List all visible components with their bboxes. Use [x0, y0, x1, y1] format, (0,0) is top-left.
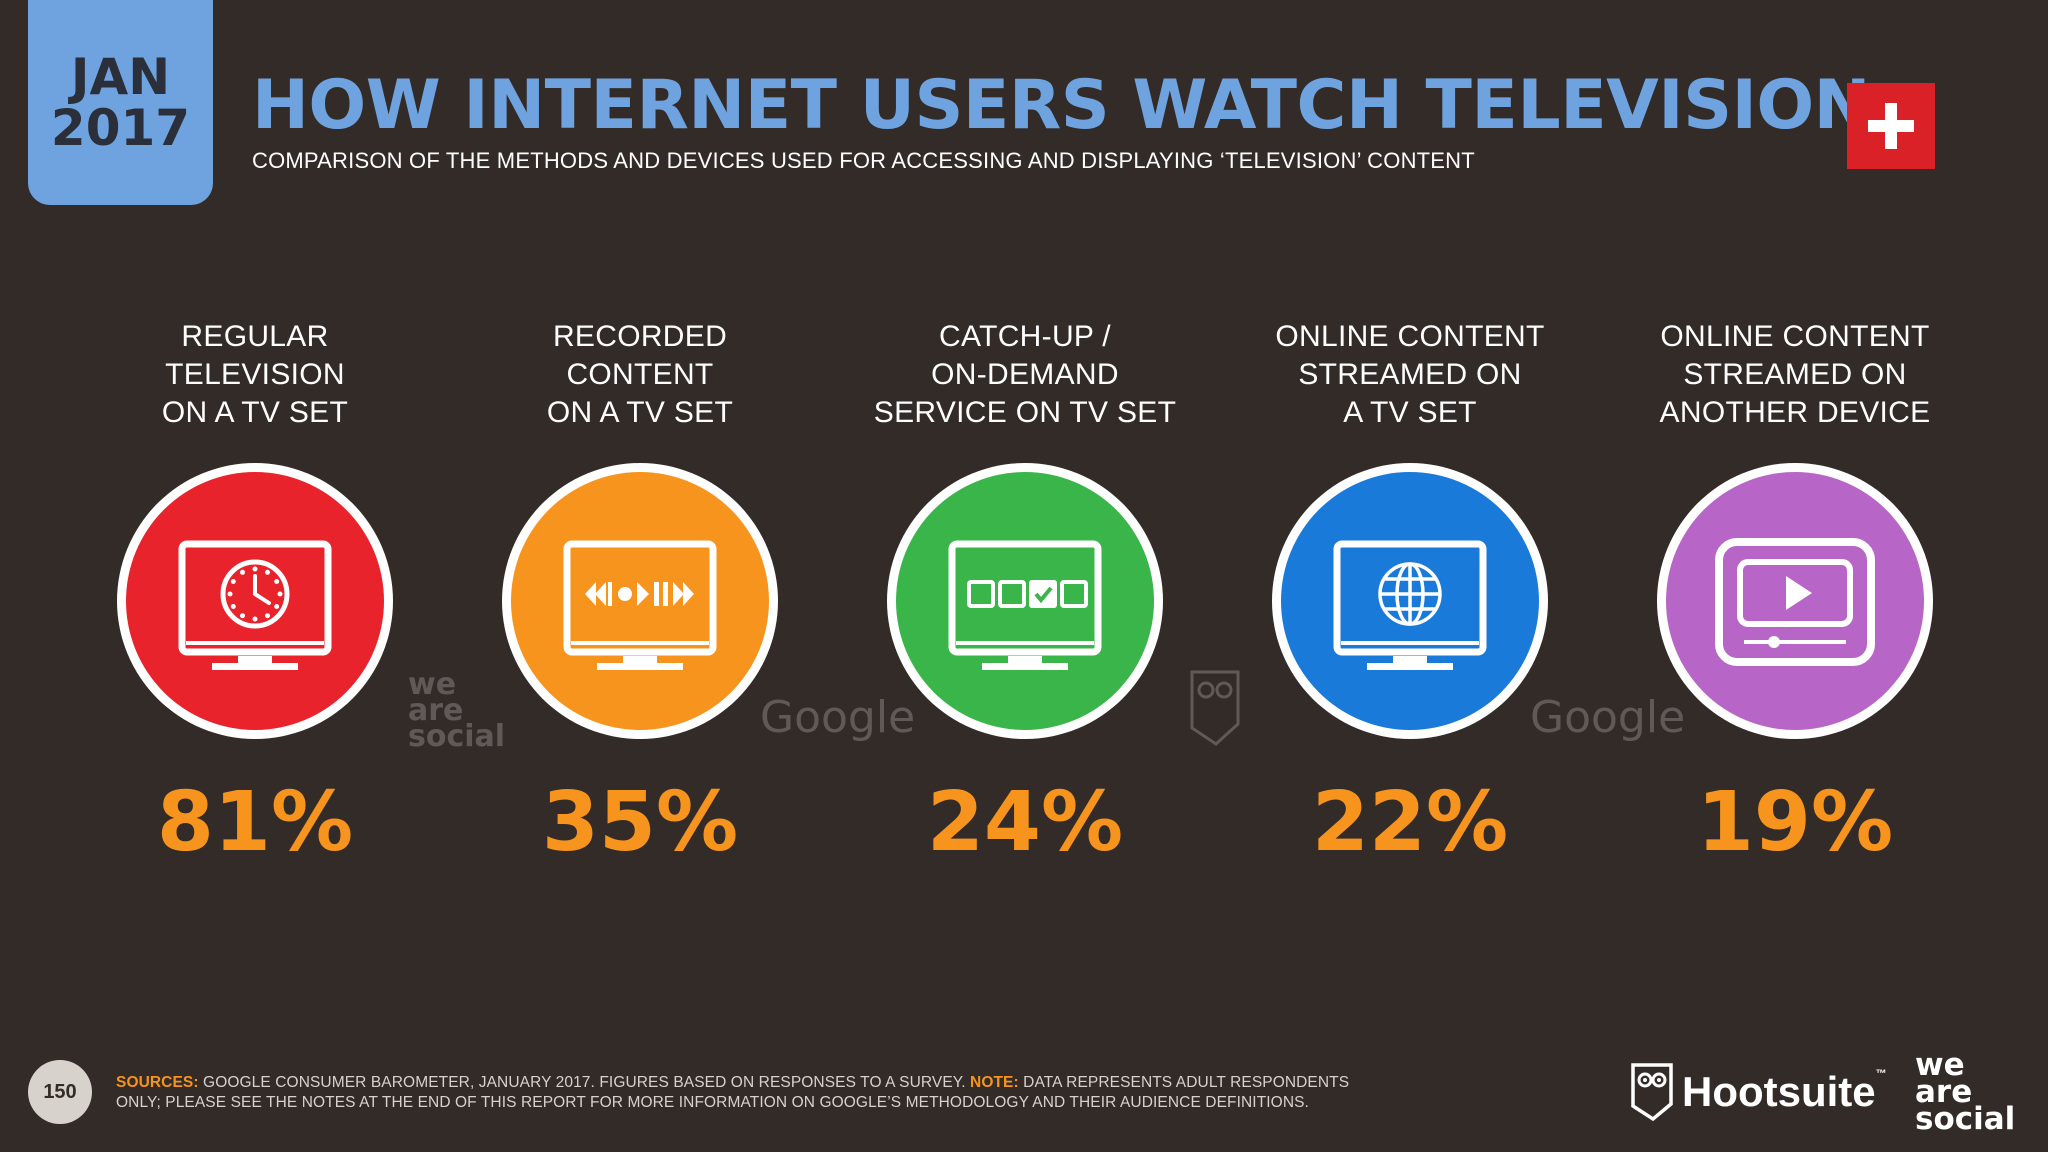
hootsuite-owl-icon: [1631, 1063, 1673, 1122]
hootsuite-logo: Hootsuite™: [1630, 1062, 1887, 1122]
category-label: ONLINE CONTENT STREAMED ON A TV SET: [1275, 320, 1545, 429]
category-label: RECORDED CONTENT ON A TV SET: [546, 320, 734, 429]
category-icon-circle: [1272, 463, 1548, 739]
category-icon-circle: [502, 463, 778, 739]
tv-globe-icon: [1333, 540, 1487, 670]
category-label: ONLINE CONTENT STREAMED ON ANOTHER DEVIC…: [1659, 320, 1931, 429]
category-percentage: 19%: [1696, 775, 1894, 870]
date-badge: JAN 2017: [28, 0, 213, 205]
hootsuite-wordmark: Hootsuite™: [1682, 1068, 1887, 1115]
page-title: HOW INTERNET USERS WATCH TELEVISION: [252, 66, 1871, 145]
sources-note: SOURCES: GOOGLE CONSUMER BAROMETER, JANU…: [116, 1074, 1350, 1111]
page-subtitle: COMPARISON OF THE METHODS AND DEVICES US…: [252, 148, 1475, 173]
google-watermark: Google: [1530, 692, 1686, 743]
google-watermark: Google: [760, 692, 916, 743]
category-icon-circle: [1657, 463, 1933, 739]
category-regular-tv: REGULAR TELEVISION ON A TV SET 8: [85, 0, 425, 1152]
category-catch-up: CATCH-UP / ON-DEMAND SERVICE ON TV SET 2…: [855, 0, 1195, 1152]
date-month: JAN: [70, 47, 171, 106]
category-icon-circle: [117, 463, 393, 739]
switzerland-flag: [1847, 83, 1935, 169]
category-icon-circle: [887, 463, 1163, 739]
category-percentage: 22%: [1311, 775, 1509, 870]
date-year: 2017: [50, 98, 191, 157]
category-percentage: 24%: [926, 775, 1124, 870]
category-recorded-content: RECORDED CONTENT ON A TV SET 35%: [470, 0, 810, 1152]
video-player-icon: [1715, 538, 1875, 666]
category-label: CATCH-UP / ON-DEMAND SERVICE ON TV SET: [873, 320, 1177, 429]
category-streamed-other-device: ONLINE CONTENT STREAMED ON ANOTHER DEVIC…: [1625, 0, 1965, 1152]
category-streamed-tv: ONLINE CONTENT STREAMED ON A TV SET 2: [1240, 0, 1580, 1152]
tv-clock-icon: [178, 540, 332, 670]
category-percentage: 35%: [541, 775, 739, 870]
category-label: REGULAR TELEVISION ON A TV SET: [161, 320, 349, 429]
tv-selection-boxes-icon: [948, 540, 1102, 670]
tv-playback-controls-icon: [563, 540, 717, 670]
page-number: 150: [28, 1060, 92, 1124]
hootsuite-owl-icon: [1188, 668, 1242, 752]
we-are-social-watermark: we are social: [408, 667, 506, 754]
we-are-social-logo: we are social: [1915, 1047, 2016, 1137]
category-percentage: 81%: [156, 775, 354, 870]
